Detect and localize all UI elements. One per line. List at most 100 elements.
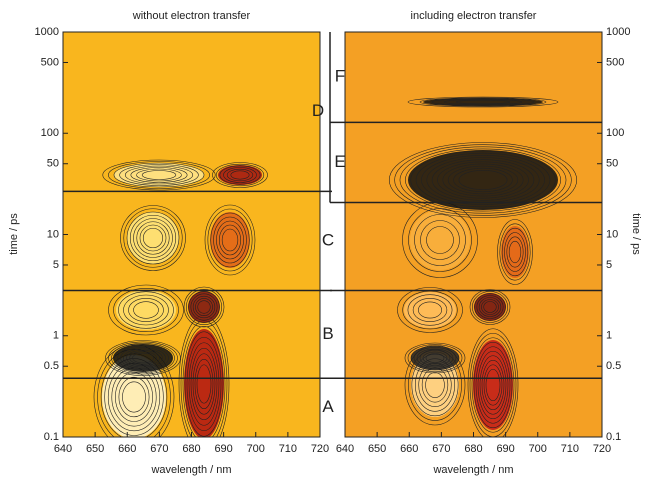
contour-line	[481, 299, 499, 315]
contour-line	[133, 301, 159, 319]
contour-line	[122, 381, 146, 413]
contour-line	[118, 376, 150, 418]
contour-line	[111, 342, 175, 373]
contour-line	[117, 345, 169, 371]
contour-line	[194, 358, 214, 410]
contour-line	[123, 294, 169, 326]
contour-line	[188, 291, 220, 323]
contour-line	[132, 352, 154, 364]
contour-line	[219, 165, 261, 185]
blob	[116, 290, 176, 330]
contour-line	[192, 353, 216, 415]
contour-line	[113, 162, 205, 188]
x-tick-label: 720	[311, 443, 329, 455]
contour-line	[481, 359, 505, 411]
contour-line	[126, 211, 180, 265]
contour-line	[431, 98, 535, 106]
contour-line	[407, 344, 463, 372]
contour-line	[184, 331, 224, 437]
blob	[218, 165, 262, 185]
contour-line	[388, 142, 578, 218]
blob	[411, 353, 459, 417]
y-tick-label: 10	[606, 228, 618, 240]
blob	[411, 346, 459, 370]
region-label: D	[312, 101, 324, 120]
contour-line	[136, 221, 170, 255]
y-tick-label: 1000	[606, 26, 630, 38]
contour-line	[128, 298, 164, 322]
contour-line	[417, 301, 442, 319]
x-tick-label: 680	[464, 443, 482, 455]
contour-line	[458, 170, 508, 190]
x-tick-label: 690	[214, 443, 232, 455]
contour-line	[108, 161, 210, 189]
contour-line	[397, 287, 463, 333]
y-tick-label: 0.5	[606, 360, 621, 372]
blob	[188, 291, 220, 323]
contour-line	[413, 347, 457, 369]
y-tick-label: 1	[606, 330, 612, 342]
y-tick-label: 500	[41, 56, 59, 68]
contour-line	[431, 159, 535, 201]
y-tick-label: 100	[606, 127, 624, 139]
contour-line	[93, 344, 175, 437]
blob	[474, 293, 506, 321]
x-tick-label: 660	[118, 443, 136, 455]
x-axis-label: wavelength / nm	[432, 464, 513, 476]
contour-line	[501, 227, 529, 277]
blob	[404, 292, 456, 328]
x-tick-label: 710	[279, 443, 297, 455]
y-tick-label: 10	[47, 228, 59, 240]
contour-line	[196, 364, 212, 404]
contour-line	[508, 240, 522, 264]
contour-line	[425, 372, 445, 398]
contour-line	[442, 163, 524, 197]
contour-line	[119, 164, 199, 186]
region-label: B	[322, 324, 333, 343]
contour-line	[207, 208, 253, 272]
contour-line	[415, 152, 551, 208]
contour-line	[183, 286, 225, 328]
contour-line	[473, 341, 513, 429]
contour-line	[471, 337, 515, 433]
contour-line	[479, 355, 507, 415]
contour-line	[215, 163, 265, 187]
x-tick-label: 680	[182, 443, 200, 455]
region-label: C	[322, 230, 334, 249]
contour-line	[485, 368, 501, 402]
contour-line	[407, 96, 559, 108]
x-tick-label: 670	[150, 443, 168, 455]
x-tick-label: 710	[561, 443, 579, 455]
contour-line	[210, 212, 250, 268]
contour-line	[476, 295, 504, 319]
x-tick-label: 700	[247, 443, 265, 455]
contour-line	[142, 227, 164, 249]
contour-line	[139, 224, 167, 252]
contour-line	[129, 351, 157, 365]
blob	[114, 163, 204, 187]
contour-line	[136, 168, 182, 182]
contour-line	[455, 99, 511, 105]
contour-line	[467, 328, 519, 437]
contour-line	[141, 170, 177, 180]
contours	[388, 96, 578, 437]
contour-line	[185, 288, 223, 326]
x-tick-label: 660	[400, 443, 418, 455]
contour-line	[453, 167, 513, 193]
contour-line	[182, 325, 226, 437]
contour-line	[399, 146, 567, 214]
contour-line	[410, 150, 556, 210]
contour-line	[483, 364, 503, 406]
blob	[410, 210, 470, 270]
contour-line	[420, 220, 460, 260]
y-tick-label: 500	[606, 56, 624, 68]
contour-line	[226, 168, 254, 182]
contour-line	[108, 284, 184, 336]
y-tick-label: 1000	[35, 26, 59, 38]
contour-line	[499, 223, 531, 281]
blob	[113, 344, 173, 372]
y-axis-label: time / ps	[8, 213, 20, 255]
contour-line	[218, 224, 242, 256]
contour-line	[412, 297, 448, 322]
contour-line	[394, 144, 572, 216]
